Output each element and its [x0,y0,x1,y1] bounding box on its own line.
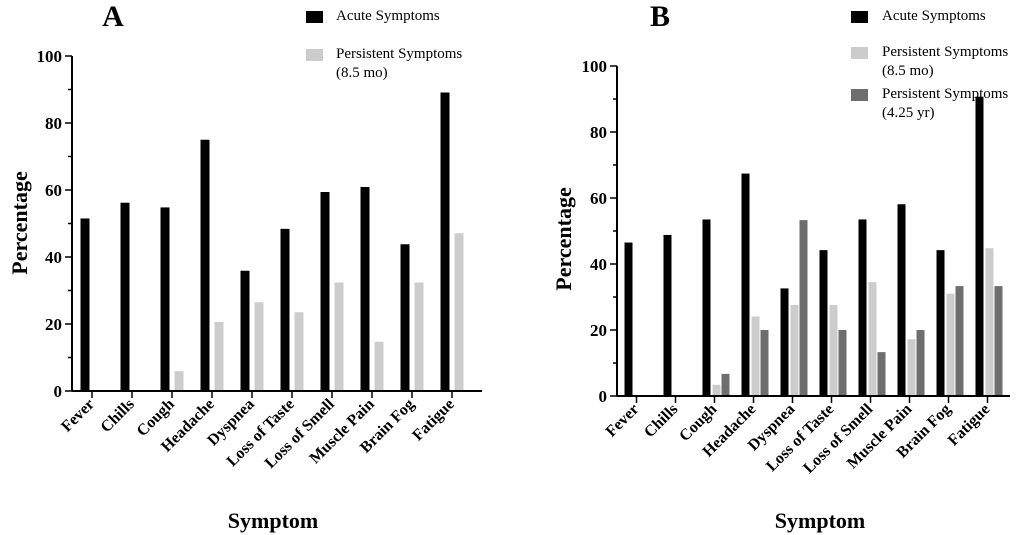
panel-a-x-label-chills: Chills [98,396,138,436]
panel-b-y-tick-label-0: 0 [599,387,608,406]
panel-a-bar-acute-symptoms-fatigue [440,92,450,391]
panel-b-bar-acute-symptoms-headache [741,173,750,396]
panel-b-legend-swatch-persistent-symptoms-4-25-yr [851,89,868,101]
panel-b-legend-swatch-persistent-symptoms-8-5-mo [851,47,868,59]
panel-b-bar-persistent-symptoms-4-25-yr-brain-fog [955,286,964,396]
panel-b-x-label-fatigue: Fatigue [945,401,993,449]
panel-b-legend-swatch-acute-symptoms [851,11,868,23]
panel-a-legend-label-persistent-symptoms-8-5-mo: Persistent Symptoms (8.5 mo) [336,46,462,81]
panel-b-letter: B [650,0,670,33]
panel-a-y-tick-label-0: 0 [54,382,63,401]
panel-b-bar-persistent-symptoms-4-25-yr-muscle-pain [916,330,925,396]
panel-b-bar-persistent-symptoms-8-5-mo-fatigue [985,248,994,396]
panel-b-bar-persistent-symptoms-4-25-yr-dyspnea [799,220,808,396]
panel-a-x-label-fatigue: Fatigue [409,396,457,444]
panel-b-bar-persistent-symptoms-8-5-mo-dyspnea [790,304,799,396]
panel-b-bar-persistent-symptoms-8-5-mo-muscle-pain [907,339,916,396]
panel-b-legend-label-persistent-symptoms-4-25-yr: Persistent Symptoms (4.25 yr) [882,86,1008,121]
panel-b-x-label-chills: Chills [641,401,681,441]
panel-b-legend-label-acute-symptoms: Acute Symptoms [882,8,986,24]
panel-a-y-tick-label-80: 80 [45,114,62,133]
panel-a-bar-acute-symptoms-loss-of-taste [280,228,290,391]
panel-b-x-axis-title: Symptom [775,508,865,533]
panel-a-x-label-fever: Fever [58,396,98,436]
panel-b-y-tick-label-80: 80 [590,123,607,142]
panel-b-bar-persistent-symptoms-8-5-mo-cough [712,384,721,396]
panel-b-bar-persistent-symptoms-4-25-yr-fatigue [994,286,1003,396]
panel-b-bar-persistent-symptoms-8-5-mo-loss-of-taste [829,304,838,396]
panel-b-bar-acute-symptoms-fever [624,242,633,396]
panel-b-bar-acute-symptoms-loss-of-smell [858,219,867,396]
panel-a-bar-acute-symptoms-loss-of-smell [320,192,330,391]
panel-a-bar-acute-symptoms-brain-fog [400,244,410,391]
panel-b-y-tick-label-60: 60 [590,189,607,208]
panel-a-bar-persistent-symptoms-8-5-mo-brain-fog [414,282,424,391]
panel-b-bar-acute-symptoms-brain-fog [936,250,945,396]
panel-a-bar-persistent-symptoms-8-5-mo-loss-of-smell [334,282,344,391]
panel-a-bar-acute-symptoms-headache [200,139,210,391]
panel-b-bar-persistent-symptoms-4-25-yr-headache [760,330,769,396]
panel-a-y-tick-label-20: 20 [45,315,62,334]
panel-b-bar-persistent-symptoms-4-25-yr-loss-of-smell [877,352,886,396]
panel-b-bar-persistent-symptoms-8-5-mo-loss-of-smell [868,282,877,396]
panel-b-bar-persistent-symptoms-8-5-mo-headache [751,316,760,396]
panel-b-y-tick-label-20: 20 [590,321,607,340]
panel-a-bar-acute-symptoms-cough [160,207,170,391]
panel-a-x-axis-title: Symptom [228,508,318,533]
panel-a-bar-persistent-symptoms-8-5-mo-muscle-pain [374,341,384,391]
panel-a-bar-acute-symptoms-fever [80,218,90,391]
panel-a-y-tick-label-100: 100 [37,47,63,66]
panel-b-bar-persistent-symptoms-8-5-mo-brain-fog [946,293,955,396]
panel-a-y-tick-label-60: 60 [45,181,62,200]
panel-b-bar-acute-symptoms-fatigue [975,96,984,396]
panel-b-chart: B020406080100FeverChillsCoughHeadacheDys… [551,0,1010,533]
panel-b-legend-label-persistent-symptoms-8-5-mo: Persistent Symptoms (8.5 mo) [882,44,1008,79]
panel-b-y-tick-label-100: 100 [582,57,608,76]
panel-a-letter: A [102,0,124,33]
panel-a-y-tick-label-40: 40 [45,248,62,267]
panel-b-bar-persistent-symptoms-4-25-yr-loss-of-taste [838,330,847,396]
panel-b-x-label-fever: Fever [603,401,643,441]
panel-a-bar-acute-symptoms-muscle-pain [360,186,370,391]
panel-b-y-tick-label-40: 40 [590,255,607,274]
panel-a-legend-swatch-persistent-symptoms-8-5-mo [306,49,323,61]
panel-a-bar-persistent-symptoms-8-5-mo-dyspnea [254,302,264,391]
panel-a-bar-persistent-symptoms-8-5-mo-fatigue [454,233,464,391]
panel-b-bar-acute-symptoms-loss-of-taste [819,250,828,396]
panel-b-bar-acute-symptoms-cough [702,219,711,396]
panel-b-bar-acute-symptoms-muscle-pain [897,204,906,396]
panel-a-bar-acute-symptoms-chills [120,202,130,391]
panel-a-legend-label-acute-symptoms: Acute Symptoms [336,8,440,24]
panel-b-bar-persistent-symptoms-4-25-yr-cough [721,373,730,396]
panel-a-legend-swatch-acute-symptoms [306,11,323,23]
panel-b-bar-acute-symptoms-dyspnea [780,288,789,396]
panel-a-bar-persistent-symptoms-8-5-mo-cough [174,371,184,391]
panel-a-bar-persistent-symptoms-8-5-mo-loss-of-taste [294,312,304,391]
panel-a-y-axis-title: Percentage [7,171,32,275]
panel-a-bar-acute-symptoms-dyspnea [240,270,250,391]
panel-a-bar-persistent-symptoms-8-5-mo-headache [214,321,224,391]
panel-b-bar-acute-symptoms-chills [663,234,672,396]
panel-b-y-axis-title: Percentage [551,187,576,291]
